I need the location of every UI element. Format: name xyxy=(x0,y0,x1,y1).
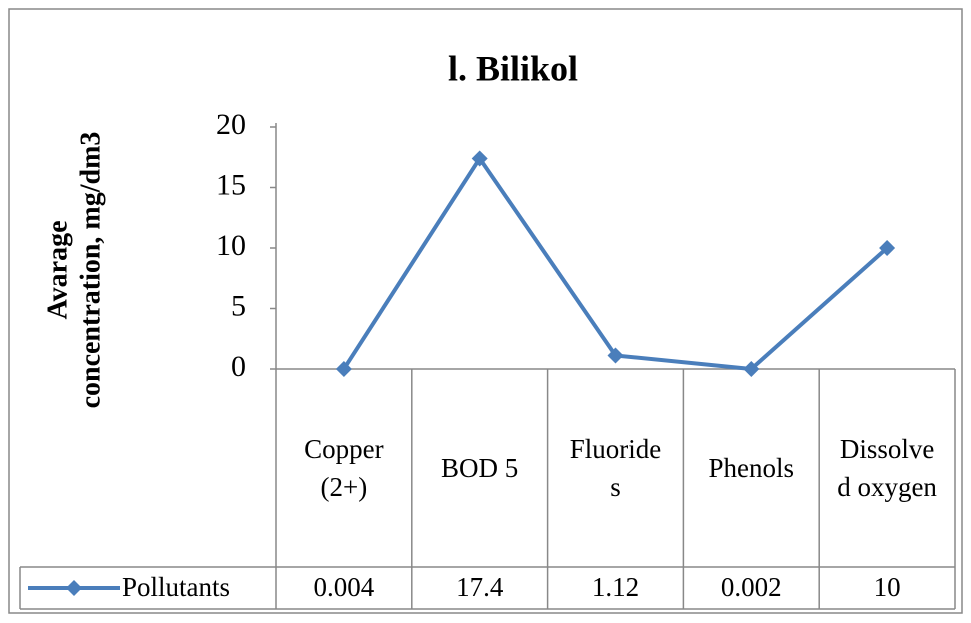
chart-border xyxy=(8,8,963,614)
x-category-cell: BOD 5 xyxy=(412,369,548,567)
table-value: 10 xyxy=(874,572,901,602)
y-label-line: concentration, mg/dm3 xyxy=(75,132,106,409)
x-category-cell: Phenols xyxy=(683,369,819,567)
point-marker xyxy=(335,360,352,377)
y-tick-label: 10 xyxy=(216,229,246,262)
y-tick-label: 5 xyxy=(231,289,246,322)
y-tick-label: 15 xyxy=(216,168,246,201)
x-tick-label: Fluorides xyxy=(569,434,662,502)
table-value: 0.002 xyxy=(721,572,782,602)
y-tick-label: 20 xyxy=(216,108,246,141)
table-value: 17.4 xyxy=(456,572,504,602)
point-marker xyxy=(879,240,896,256)
chart-title: l. Bilikol xyxy=(448,48,578,88)
x-tick-label: Dissolved oxygen xyxy=(837,434,937,502)
y-label-line: Avarage xyxy=(42,221,73,320)
table-value: 1.12 xyxy=(592,572,639,602)
point-marker xyxy=(471,150,488,167)
legend-label: Pollutants xyxy=(122,572,230,602)
x-tick-label: Copper (2+) xyxy=(304,434,384,502)
x-category-cell: Copper (2+) xyxy=(276,369,412,567)
x-category-cell: Dissolved oxygen xyxy=(819,369,955,567)
y-tick-label: 0 xyxy=(231,350,246,383)
point-marker xyxy=(607,347,624,364)
x-tick-label: Phenols xyxy=(708,453,795,483)
legend-marker xyxy=(66,580,82,596)
x-category-cell: Fluorides xyxy=(548,369,684,567)
y-axis-label: Avarage concentration, mg/dm3 xyxy=(42,132,106,409)
point-marker xyxy=(743,360,760,377)
x-tick-label: BOD 5 xyxy=(441,453,519,483)
table-value: 0.004 xyxy=(314,572,375,602)
